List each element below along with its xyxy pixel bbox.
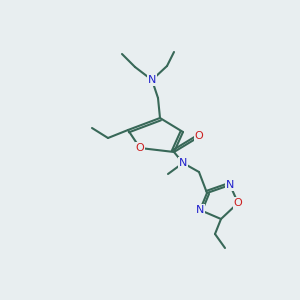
Text: N: N [179,158,187,168]
Text: O: O [195,131,203,141]
Text: N: N [226,180,234,190]
Text: O: O [234,198,242,208]
Text: O: O [136,143,144,153]
Text: N: N [196,205,204,215]
Text: N: N [148,75,156,85]
